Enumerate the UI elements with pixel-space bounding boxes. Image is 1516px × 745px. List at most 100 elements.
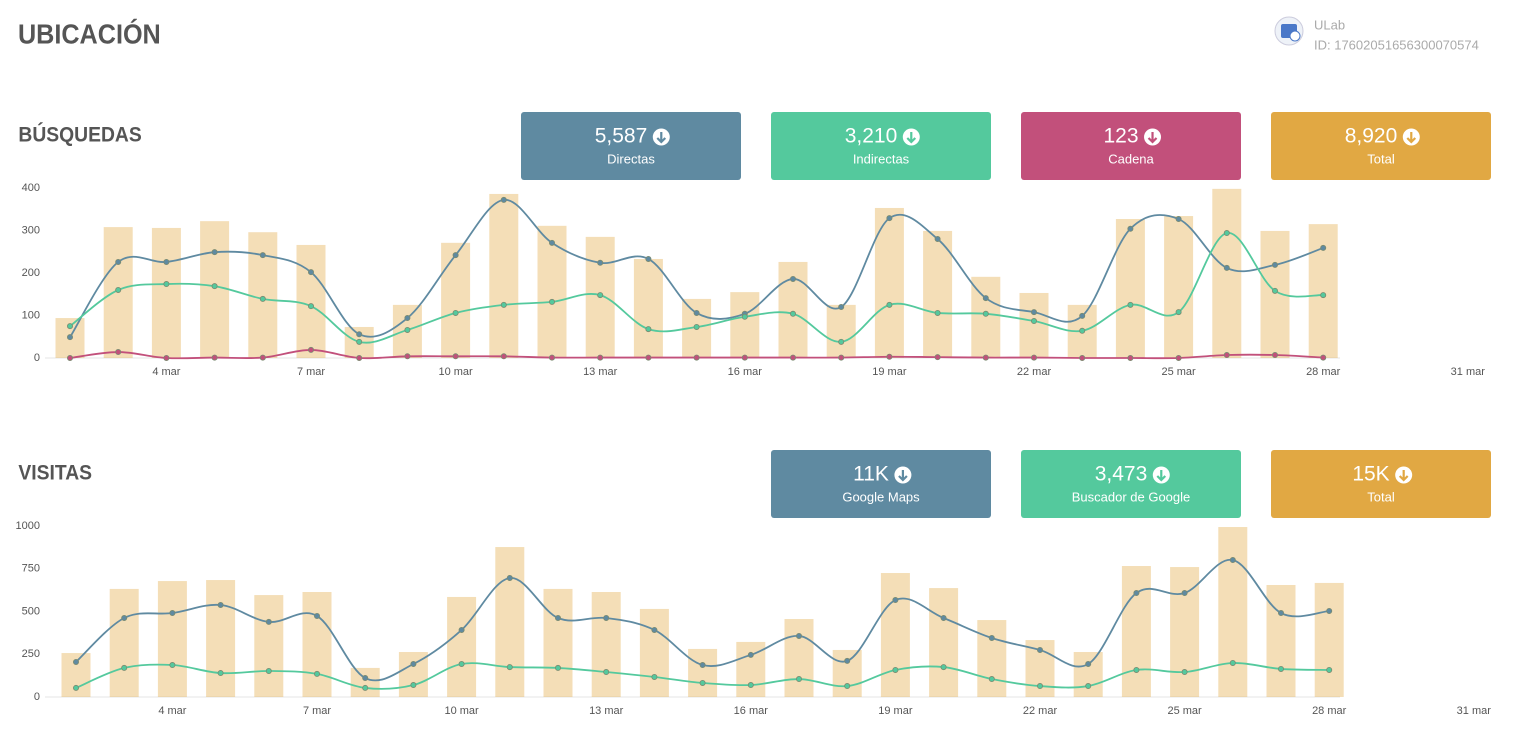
line-dot: [1031, 309, 1038, 316]
line-dot: [886, 353, 893, 360]
line-dot: [115, 286, 122, 293]
chart-title: VISITAS: [18, 462, 92, 485]
bar: [495, 547, 525, 697]
bar: [874, 207, 904, 358]
bar: [296, 244, 326, 358]
line-dot: [934, 309, 941, 316]
line-dot: [934, 354, 941, 361]
card-icon-arrow: [906, 132, 917, 144]
line-dot: [500, 196, 507, 203]
y-tick-label: 100: [22, 309, 40, 321]
line-dot: [73, 658, 80, 665]
line-dot: [452, 309, 459, 316]
card-label: Cadena: [1108, 151, 1154, 166]
line-dot: [115, 349, 122, 356]
line-dot: [404, 353, 411, 360]
line-dot: [1031, 318, 1038, 325]
summary-card: 5,587 Directas: [521, 112, 741, 180]
bar: [447, 596, 477, 697]
line-dot: [597, 292, 604, 299]
line-dot: [1320, 244, 1327, 251]
line-dot: [1278, 610, 1285, 617]
x-tick-label: 10 mar: [438, 366, 473, 378]
bar: [923, 230, 953, 358]
y-tick-label: 300: [22, 224, 40, 236]
line-dot: [1272, 352, 1279, 359]
line-dot: [603, 669, 610, 676]
line-dot: [452, 353, 459, 360]
line-dot: [651, 673, 658, 680]
line-dot: [838, 303, 845, 310]
account-id: ID: 17602051656300070574: [1314, 37, 1479, 52]
line-dot: [1272, 287, 1279, 294]
line-dot: [597, 354, 604, 361]
line-dot: [356, 331, 363, 338]
line-dot: [211, 354, 218, 361]
line-dot: [121, 614, 128, 621]
bar: [639, 608, 669, 697]
line-dot: [796, 676, 803, 683]
y-tick-label: 400: [22, 182, 40, 194]
summary-card: 15K Total: [1271, 450, 1491, 518]
line-dot: [500, 301, 507, 308]
line-dot: [1320, 292, 1327, 299]
line-dot: [940, 614, 947, 621]
line-dot: [307, 303, 314, 310]
card-label: Total: [1367, 489, 1395, 504]
line-dot: [699, 662, 706, 669]
card-label: Buscador de Google: [1072, 489, 1191, 504]
bar: [1314, 582, 1344, 697]
card-bg: [1021, 112, 1241, 180]
line-dot: [163, 281, 170, 288]
bar: [302, 592, 332, 697]
line-dot: [1079, 312, 1086, 319]
line-dot: [404, 315, 411, 322]
bar: [977, 620, 1007, 697]
line-dot: [1175, 354, 1182, 361]
line-dot: [1326, 607, 1333, 614]
line-dot: [1272, 261, 1279, 268]
line-dot: [1278, 665, 1285, 672]
card-bg: [1271, 450, 1491, 518]
y-tick-label: 250: [22, 648, 40, 660]
summary-card: 8,920 Total: [1271, 112, 1491, 180]
line-dot: [549, 239, 556, 246]
line-dot: [741, 313, 748, 320]
bar: [200, 221, 230, 358]
bar: [880, 573, 910, 697]
bar: [1218, 527, 1248, 697]
line-dot: [217, 602, 224, 609]
card-value: 3,210: [845, 125, 898, 148]
bar: [826, 304, 856, 358]
line-dot: [458, 660, 465, 667]
line-dot: [506, 664, 513, 671]
line-dot: [699, 679, 706, 686]
bar: [929, 588, 959, 697]
line-dot: [1079, 327, 1086, 334]
line-dot: [121, 664, 128, 671]
bar: [1212, 188, 1242, 358]
line-dot: [1085, 660, 1092, 667]
line-dot: [886, 215, 893, 222]
card-value: 8,920: [1345, 125, 1398, 148]
line-dot: [693, 354, 700, 361]
line-dot: [506, 574, 513, 581]
line-dot: [1229, 557, 1236, 564]
line-dot: [934, 235, 941, 242]
line-dot: [1181, 590, 1188, 597]
bar: [591, 592, 621, 697]
line-dot: [693, 309, 700, 316]
x-tick-label: 31 mar: [1451, 366, 1486, 378]
line-dot: [1031, 354, 1038, 361]
bar: [688, 648, 718, 697]
line-dot: [982, 354, 989, 361]
card-bg: [1021, 450, 1241, 518]
y-tick-label: 0: [34, 691, 40, 703]
card-value: 123: [1103, 125, 1138, 148]
line-dot: [1127, 354, 1134, 361]
y-tick-label: 500: [22, 605, 40, 617]
bar: [1266, 584, 1296, 697]
chart-title: BÚSQUEDAS: [18, 122, 141, 147]
bar: [1308, 224, 1338, 358]
bar: [543, 588, 573, 697]
